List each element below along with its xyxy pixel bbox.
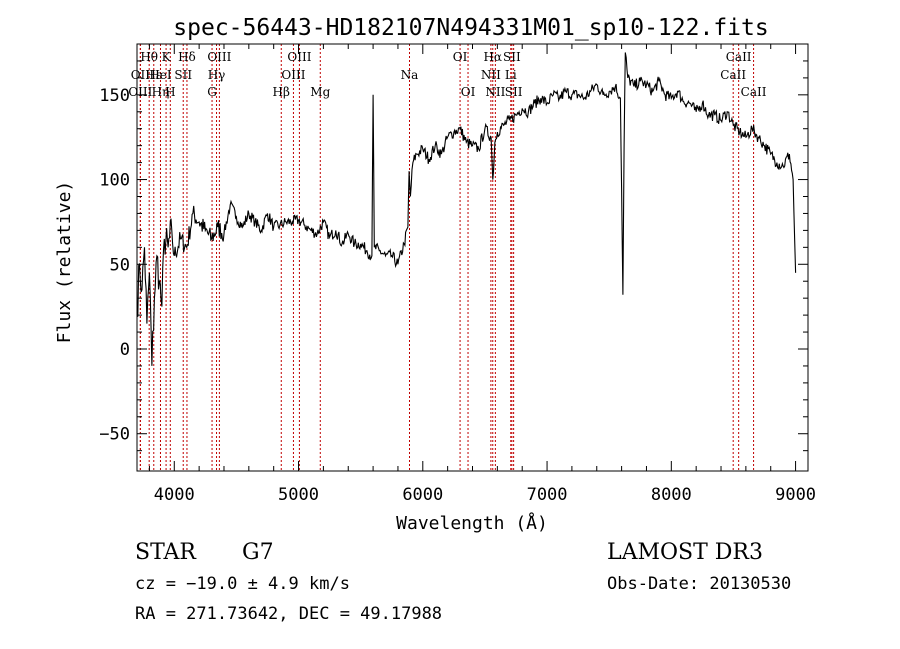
plot-frame (136, 43, 809, 472)
marker-label: NII (485, 85, 505, 99)
marker-label: Hθ (140, 50, 158, 64)
x-axis-label: Wavelength (Å) (396, 512, 548, 534)
marker-label: OIII (287, 50, 311, 64)
marker-label: Hγ (208, 68, 226, 82)
marker-label: SII (503, 50, 521, 64)
x-tick-label: 4000 (154, 485, 195, 505)
marker-label: Mg (310, 85, 330, 99)
marker-label: Hβ (273, 85, 290, 99)
marker-label: Na (401, 68, 419, 82)
coordinates: RA = 271.73642, DEC = 49.17988 (135, 604, 443, 624)
obs-date: Obs-Date: 20130530 (607, 574, 792, 594)
marker-label: OIII (207, 50, 231, 64)
marker-label: OI (453, 50, 468, 64)
marker-label: Li (505, 68, 517, 82)
marker-label: OII (131, 68, 151, 82)
marker-label: OIII (128, 85, 152, 99)
y-tick-label: 50 (110, 255, 130, 275)
marker-label: Hα (483, 50, 502, 64)
x-tick-label: 5000 (278, 485, 319, 505)
y-tick-label: −50 (99, 425, 130, 445)
marker-label: NII (481, 68, 501, 82)
y-tick-label: 150 (99, 86, 130, 106)
y-tick-label: 100 (99, 171, 130, 191)
y-tick-label: 0 (120, 340, 130, 360)
subclass: G7 (242, 540, 274, 565)
marker-label: CaII (720, 68, 746, 82)
marker-label: SII (505, 85, 523, 99)
marker-label: Hδ (178, 50, 196, 64)
series-line-flux (136, 52, 797, 366)
x-tick-label: 9000 (775, 485, 816, 505)
redshift-velocity: cz = −19.0 ± 4.9 km/s (135, 574, 350, 594)
object-class: STAR (135, 540, 196, 565)
y-axis-label: Flux (relative) (54, 181, 75, 344)
chart-title: spec-56443-HD182107N494331M01_sp10-122.f… (173, 15, 768, 41)
marker-label: Hε (145, 68, 162, 82)
marker-label: OI (461, 85, 476, 99)
marker-label: G (207, 85, 217, 99)
marker-label: H (165, 85, 175, 99)
marker-label: HeI (149, 68, 172, 82)
marker-label: K (162, 50, 172, 64)
survey-name: LAMOST DR3 (607, 540, 763, 565)
marker-label: CaII (726, 50, 752, 64)
x-tick-label: 7000 (527, 485, 568, 505)
marker-label: SII (174, 68, 192, 82)
x-tick-label: 6000 (402, 485, 443, 505)
marker-label: OIII (281, 68, 305, 82)
marker-label: CaII (741, 85, 767, 99)
marker-label: Hη (152, 85, 170, 99)
x-tick-label: 8000 (651, 485, 692, 505)
